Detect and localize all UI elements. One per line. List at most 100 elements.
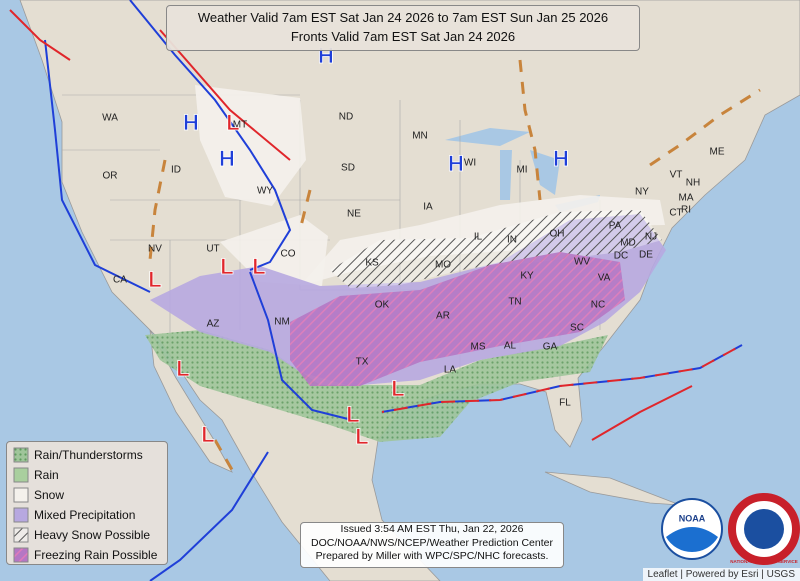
state-label: NY xyxy=(635,187,649,198)
state-label: AR xyxy=(436,311,450,322)
warm-front xyxy=(9,9,71,61)
state-label: RI xyxy=(681,205,691,216)
title-line: Fronts Valid 7am EST Sat Jan 24 2026 xyxy=(290,29,516,44)
state-label: IA xyxy=(423,202,433,213)
noaa-wave xyxy=(666,527,718,553)
cuba xyxy=(544,471,681,506)
state-label: DE xyxy=(639,250,653,261)
legend-label: Snow xyxy=(34,488,65,502)
legend-item: Rain/Thunderstorms xyxy=(13,445,167,465)
nws-center xyxy=(744,509,784,549)
legend-swatch xyxy=(13,467,29,483)
state-label: KY xyxy=(520,271,534,282)
legend-item: Snow xyxy=(13,485,167,505)
legend-item: Heavy Snow Possible xyxy=(13,525,167,545)
pressure-center: L xyxy=(391,376,404,401)
state-label: MD xyxy=(620,238,636,249)
state-label: MS xyxy=(471,342,486,353)
legend-swatch xyxy=(13,527,29,543)
state-label: CT xyxy=(669,208,682,219)
lake-huron xyxy=(530,150,560,195)
pressure-center: L xyxy=(176,356,189,381)
state-label: VT xyxy=(670,170,683,181)
state-label: NJ xyxy=(645,232,657,243)
state-label: PA xyxy=(609,221,622,232)
freezing-rain-area xyxy=(290,252,625,386)
issued-box: Issued 3:54 AM EST Thu, Jan 22, 2026 DOC… xyxy=(300,522,564,568)
legend-item: Freezing Rain Possible xyxy=(13,545,167,565)
state-label: ND xyxy=(339,112,353,123)
state-label: OK xyxy=(375,300,390,311)
state-label: MO xyxy=(435,260,451,271)
state-label: WV xyxy=(574,257,590,268)
issued-line: DOC/NOAA/NWS/NCEP/Weather Prediction Cen… xyxy=(311,536,553,549)
nws-text: NATIONAL WEATHER SERVICE xyxy=(730,559,797,564)
snow-area xyxy=(195,85,306,206)
state-label: KS xyxy=(365,258,379,269)
state-label: SC xyxy=(570,323,584,334)
state-label: WI xyxy=(464,158,476,169)
warm-front xyxy=(591,385,693,441)
cold-front xyxy=(129,0,292,271)
state-label: MN xyxy=(412,131,428,142)
pressure-center: L xyxy=(252,254,265,279)
state-label: UT xyxy=(206,244,219,255)
lake-superior xyxy=(445,128,530,146)
legend-label: Freezing Rain Possible xyxy=(34,548,158,562)
trough xyxy=(148,159,167,261)
pressure-center: H xyxy=(219,146,235,171)
swatch-rect xyxy=(13,447,29,463)
baja xyxy=(149,329,233,473)
trough xyxy=(213,439,237,476)
legend-label: Rain xyxy=(34,468,59,482)
cold-front xyxy=(249,271,353,421)
state-label: NV xyxy=(148,244,162,255)
lake-michigan xyxy=(500,150,512,200)
issued-line: Issued 3:54 AM EST Thu, Jan 22, 2026 xyxy=(340,523,524,535)
cold-front xyxy=(149,451,269,581)
state-label: MT xyxy=(233,120,247,131)
state-label: IN xyxy=(507,235,517,246)
occluded-front xyxy=(159,29,291,161)
state-label: VA xyxy=(598,273,611,284)
pressure-center: L xyxy=(201,422,214,447)
logos: NOAA NATIONAL WEATHER SERVICE xyxy=(661,493,800,565)
state-label: OH xyxy=(550,229,565,240)
legend-item: Mixed Precipitation xyxy=(13,505,167,525)
pressure-center: L xyxy=(148,267,161,292)
swatch-rect xyxy=(13,467,29,483)
pressure-center: H xyxy=(183,110,199,135)
fronts xyxy=(9,0,761,581)
attribution: Leaflet | Powered by Esri | USGS xyxy=(642,568,800,581)
legend: Rain/Thunderstorms Rain Snow Mixed Preci… xyxy=(6,441,168,565)
issued-line: Prepared by Miller with WPC/SPC/NHC fore… xyxy=(315,550,549,562)
title-line: Weather Valid 7am EST Sat Jan 24 2026 to… xyxy=(197,10,609,25)
state-label: CA xyxy=(113,275,127,286)
state-label: TN xyxy=(508,297,521,308)
state-label: GA xyxy=(543,342,558,353)
pressure-center: H xyxy=(448,151,464,176)
heavy-snow-area xyxy=(330,210,662,288)
rain-area xyxy=(145,330,608,442)
pressure-center: H xyxy=(553,146,569,171)
state-label: NM xyxy=(274,317,290,328)
swatch-rect xyxy=(13,507,29,523)
legend-item: Rain xyxy=(13,465,167,485)
trough xyxy=(518,59,542,201)
state-label: CO xyxy=(281,249,296,260)
stationary-front xyxy=(381,344,743,413)
state-label: NH xyxy=(686,178,700,189)
precip xyxy=(145,85,666,442)
state-label: DC xyxy=(614,251,628,262)
legend-swatch xyxy=(13,447,29,463)
state-label: WY xyxy=(257,186,273,197)
legend-swatch xyxy=(13,507,29,523)
state-label: ME xyxy=(710,147,725,158)
swatch-rect xyxy=(13,547,29,563)
labels: WA OR ID MT WY NV UT CO AZ NM ND SD NE KS OK TX MN IA MO AR… xyxy=(102,42,725,449)
legend-swatch xyxy=(13,487,29,503)
state-label: TX xyxy=(356,357,369,368)
noaa-text: NOAA xyxy=(679,513,706,523)
